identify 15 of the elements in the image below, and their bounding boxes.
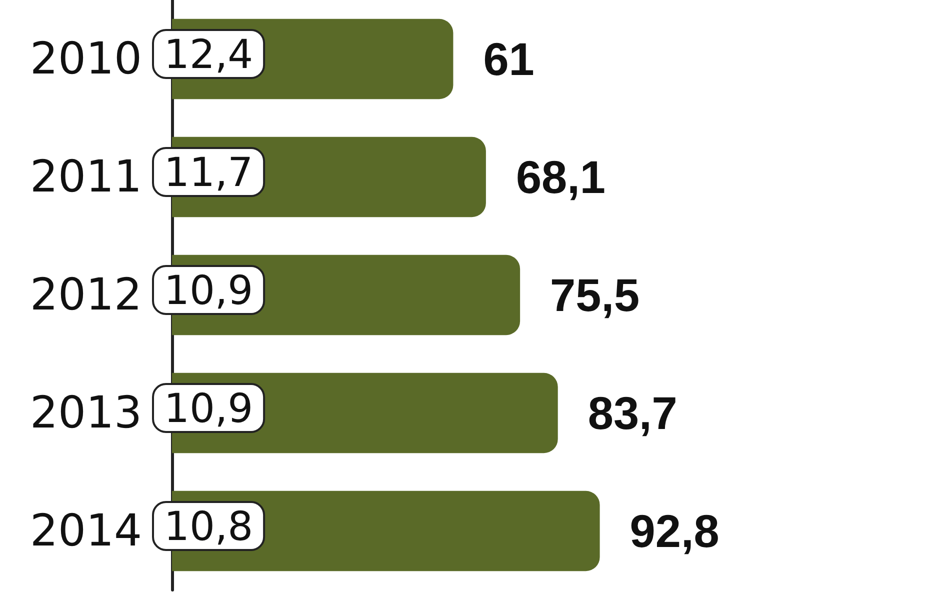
data-label: 61 <box>483 33 534 85</box>
annotation: 10,8 <box>164 504 254 550</box>
y-tick-label: 2010 <box>30 34 142 84</box>
y-tick-label: 2012 <box>30 270 142 320</box>
annotation: 11,7 <box>164 150 254 196</box>
data-label: 68,1 <box>516 151 606 203</box>
annotation: 10,9 <box>164 386 254 432</box>
y-tick-label: 2014 <box>30 506 142 556</box>
data-label: 92,8 <box>630 505 720 557</box>
y-tick-label: 2013 <box>30 388 142 438</box>
annotation: 10,9 <box>164 268 254 314</box>
data-label: 75,5 <box>550 269 640 321</box>
y-tick-label: 2011 <box>30 152 142 202</box>
annotation: 12,4 <box>164 32 254 78</box>
data-label: 83,7 <box>588 387 678 439</box>
